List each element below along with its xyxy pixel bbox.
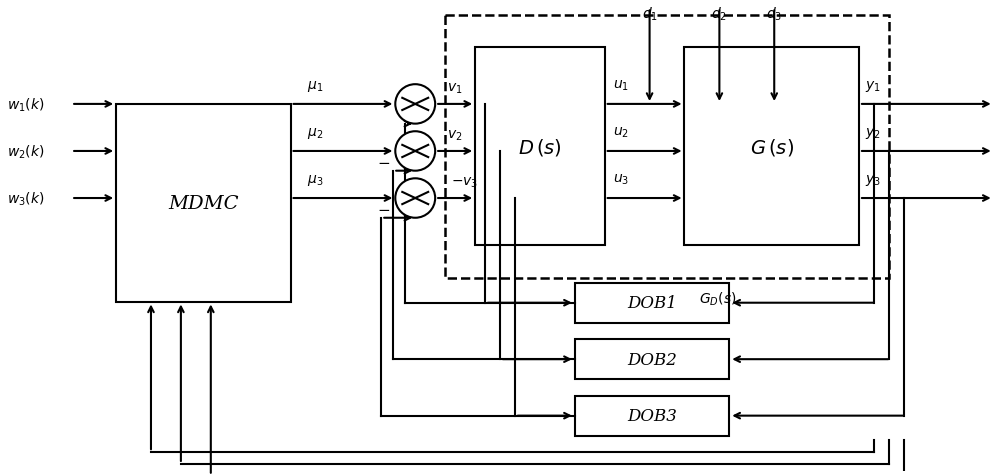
Text: $u_1$: $u_1$	[613, 79, 629, 93]
Text: $w_3(k)$: $w_3(k)$	[7, 190, 45, 207]
Bar	[116, 105, 291, 302]
Text: $\mu_1$: $\mu_1$	[307, 79, 324, 93]
Bar	[575, 339, 729, 379]
Text: $G\,(s)$: $G\,(s)$	[750, 137, 794, 158]
Bar	[575, 283, 729, 323]
Text: $y_3$: $y_3$	[865, 172, 881, 187]
Text: $v_1$: $v_1$	[447, 81, 463, 96]
Bar	[445, 16, 889, 278]
Text: $-$: $-$	[377, 155, 390, 169]
Text: $y_2$: $y_2$	[865, 125, 881, 140]
Text: $-$: $-$	[377, 201, 390, 216]
Text: DOB3: DOB3	[627, 407, 677, 424]
Bar	[575, 396, 729, 436]
Text: $G_D(s)$: $G_D(s)$	[699, 290, 737, 307]
Text: $\mu_2$: $\mu_2$	[307, 125, 324, 140]
Bar	[475, 49, 605, 246]
Text: $-v_3$: $-v_3$	[451, 175, 478, 189]
Text: DOB2: DOB2	[627, 351, 677, 368]
Text: $w_2(k)$: $w_2(k)$	[7, 143, 45, 160]
Text: $v_2$: $v_2$	[447, 128, 463, 142]
Circle shape	[395, 179, 435, 218]
Circle shape	[395, 132, 435, 171]
Text: $u_2$: $u_2$	[613, 126, 629, 140]
Text: $w_1(k)$: $w_1(k)$	[7, 96, 45, 113]
Text: $y_1$: $y_1$	[865, 79, 881, 93]
Text: MDMC: MDMC	[168, 194, 239, 212]
Text: $\mu_3$: $\mu_3$	[307, 172, 324, 187]
Bar	[684, 49, 859, 246]
Text: $d_3$: $d_3$	[766, 6, 782, 23]
Text: $d_2$: $d_2$	[711, 6, 727, 23]
Text: $D\,(s)$: $D\,(s)$	[518, 137, 562, 158]
Text: DOB1: DOB1	[627, 295, 677, 312]
Text: $d_1$: $d_1$	[642, 6, 658, 23]
Circle shape	[395, 85, 435, 124]
Text: $u_3$: $u_3$	[613, 173, 629, 187]
